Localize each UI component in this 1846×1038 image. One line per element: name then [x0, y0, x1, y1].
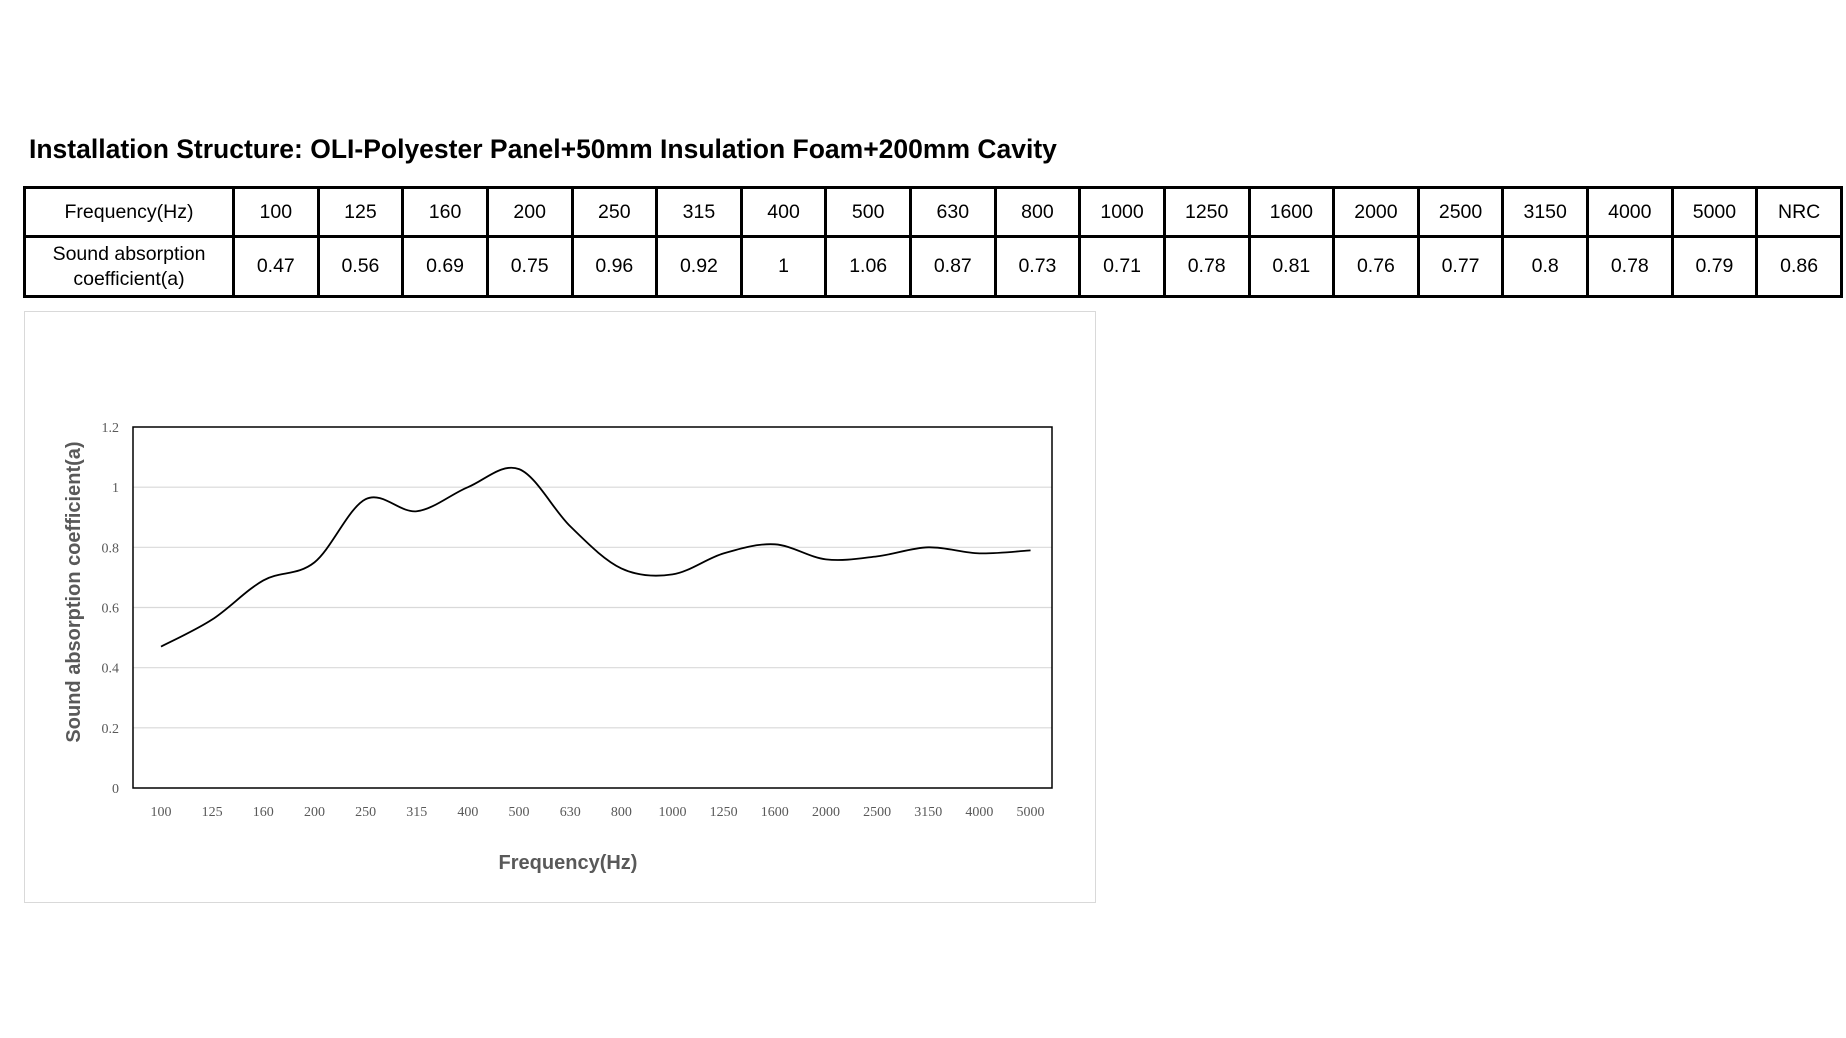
- x-axis-label: Frequency(Hz): [499, 852, 638, 874]
- frequency-cell: 125: [316, 186, 405, 238]
- frequency-cell: 2000: [1332, 186, 1420, 238]
- frequency-cell: 315: [655, 186, 743, 238]
- frequency-cell: 630: [909, 186, 997, 238]
- y-tick-label: 1.2: [102, 421, 120, 436]
- coefficient-cell: 0.69: [401, 235, 489, 298]
- x-tick-label: 100: [151, 805, 172, 820]
- frequency-cell: 250: [570, 186, 659, 238]
- absorption-line-chart: 0 0.2 0.4 0.6 0.8 1 1.2 100 125 160 200 250 315 400 5…: [63, 421, 1053, 874]
- absorption-data-table: Frequency(Hz) 100 125 160 200 250 315 400 500 63…: [23, 186, 1843, 298]
- coefficient-cell: 0.86: [1755, 235, 1843, 298]
- coefficient-cell: 0.81: [1247, 235, 1336, 298]
- x-tick-label: 1250: [710, 805, 738, 820]
- x-tick-label: 630: [560, 805, 581, 820]
- series-line: [160, 466, 1031, 648]
- frequency-cell: 160: [401, 186, 489, 238]
- y-tick-label: 0.2: [102, 722, 120, 737]
- coefficient-cell: 1.06: [824, 235, 912, 298]
- x-tick-labels: 100 125 160 200 250 315 400 500 630 800 1000 1250 16…: [151, 805, 1045, 820]
- frequency-cell: 400: [739, 186, 828, 238]
- coefficient-row: Sound absorption coefficient(a) 0.47 0.56…: [23, 235, 1843, 298]
- coefficient-cell: 1: [739, 235, 828, 298]
- x-tick-label: 3150: [914, 805, 942, 820]
- y-tick-label: 0.6: [102, 602, 120, 617]
- frequency-cell: 2500: [1416, 186, 1505, 238]
- x-tick-label: 1000: [659, 805, 687, 820]
- x-tick-label: 125: [202, 805, 223, 820]
- coefficient-row-header: Sound absorption coefficient(a): [23, 235, 235, 298]
- coefficient-cell: 0.79: [1670, 235, 1759, 298]
- coefficient-cell: 0.96: [570, 235, 659, 298]
- frequency-cell: 5000: [1670, 186, 1759, 238]
- coefficient-cell: 0.78: [1586, 235, 1674, 298]
- coefficient-cell: 0.92: [655, 235, 743, 298]
- coefficient-cell: 0.76: [1332, 235, 1420, 298]
- frequency-cell: 500: [824, 186, 912, 238]
- x-tick-label: 200: [304, 805, 325, 820]
- x-tick-label: 2000: [812, 805, 840, 820]
- y-tick-label: 0.8: [102, 541, 120, 556]
- page-title: Installation Structure: OLI-Polyester Pa…: [29, 134, 1057, 164]
- x-tick-label: 5000: [1017, 805, 1045, 820]
- y-axis-label: Sound absorption coefficient(a): [63, 441, 85, 742]
- x-tick-label: 2500: [863, 805, 891, 820]
- x-tick-label: 1600: [761, 805, 789, 820]
- coefficient-cell: 0.73: [993, 235, 1082, 298]
- frequency-row-header: Frequency(Hz): [23, 186, 235, 238]
- coefficient-cell: 0.87: [909, 235, 997, 298]
- coefficient-cell: 0.77: [1416, 235, 1505, 298]
- x-tick-label: 500: [509, 805, 530, 820]
- coefficient-cell: 0.47: [232, 235, 320, 298]
- gridlines: [133, 486, 1052, 729]
- frequency-cell: 100: [232, 186, 320, 238]
- plot-area-border: [132, 426, 1053, 789]
- frequency-row: Frequency(Hz) 100 125 160 200 250 315 400 500 63…: [23, 186, 1843, 238]
- frequency-cell: 1250: [1162, 186, 1251, 238]
- coefficient-cell: 0.75: [485, 235, 574, 298]
- frequency-cell: 4000: [1586, 186, 1674, 238]
- x-tick-label: 400: [457, 805, 478, 820]
- x-tick-label: 4000: [965, 805, 993, 820]
- coefficient-cell: 0.71: [1078, 235, 1166, 298]
- frequency-cell: 1000: [1078, 186, 1166, 238]
- y-tick-label: 1: [112, 481, 119, 496]
- x-tick-label: 250: [355, 805, 376, 820]
- chart-container: 0 0.2 0.4 0.6 0.8 1 1.2 100 125 160 200 250 315 400 5…: [24, 311, 1096, 903]
- frequency-cell: 1600: [1247, 186, 1336, 238]
- coefficient-cell: 0.56: [316, 235, 405, 298]
- x-tick-label: 160: [253, 805, 274, 820]
- frequency-cell: NRC: [1755, 186, 1843, 238]
- coefficient-cell: 0.8: [1501, 235, 1589, 298]
- frequency-cell: 800: [993, 186, 1082, 238]
- y-tick-label: 0.4: [102, 662, 120, 677]
- y-tick-label: 0: [112, 782, 119, 797]
- x-tick-label: 315: [406, 805, 427, 820]
- frequency-cell: 3150: [1501, 186, 1589, 238]
- coefficient-cell: 0.78: [1162, 235, 1251, 298]
- y-tick-labels: 0 0.2 0.4 0.6 0.8 1 1.2: [102, 421, 120, 797]
- x-tick-label: 800: [611, 805, 632, 820]
- frequency-cell: 200: [485, 186, 574, 238]
